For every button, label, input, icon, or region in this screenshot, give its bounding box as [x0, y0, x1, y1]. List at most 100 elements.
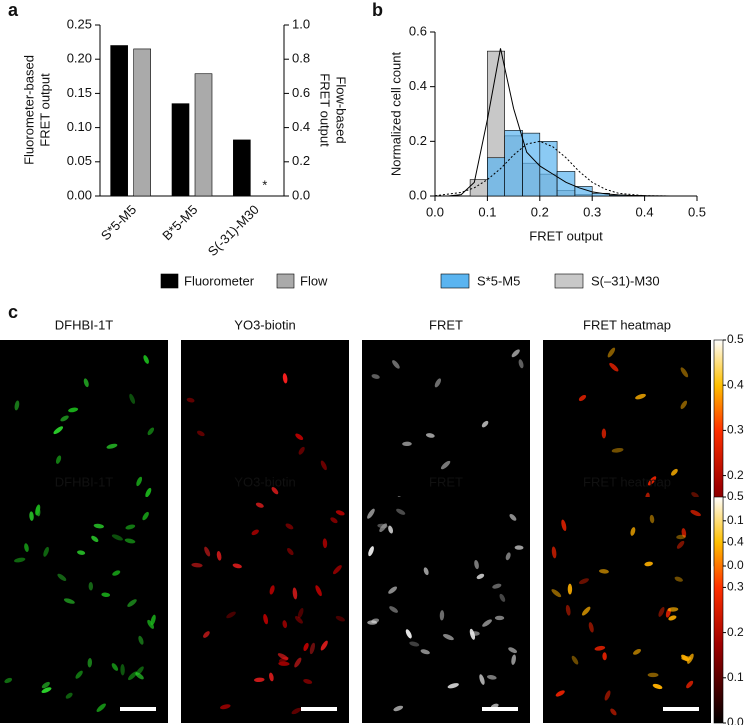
legend-swatch — [276, 273, 295, 289]
cell — [405, 629, 412, 639]
cell — [124, 538, 136, 544]
image-title: DFHBI-1T — [55, 474, 114, 489]
cell — [551, 589, 562, 598]
cell — [392, 360, 400, 369]
cell — [55, 455, 62, 464]
cell — [135, 672, 144, 680]
cell — [35, 504, 41, 516]
x-tick-label: S*5-M5 — [98, 202, 139, 243]
image-title: YO3-biotin — [234, 317, 295, 332]
cell — [633, 648, 641, 655]
cell — [667, 607, 679, 612]
cell — [551, 546, 557, 559]
cell — [630, 527, 636, 536]
cell — [474, 560, 479, 570]
y2-tick-label: 0.4 — [292, 119, 310, 134]
colorbar-tick-label: 0.0 — [727, 558, 744, 572]
cell — [41, 687, 52, 694]
x-tick-label: S(-31)-M30 — [205, 202, 262, 259]
x-tick-label: 0.4 — [636, 204, 654, 219]
cell — [196, 430, 205, 437]
cell — [147, 427, 155, 436]
cell — [486, 674, 497, 680]
cell — [29, 511, 34, 521]
cell — [578, 394, 587, 402]
cell — [271, 487, 279, 495]
y2-axis-label: Flow-based — [334, 76, 349, 143]
cell — [555, 690, 565, 697]
x-tick-label: B*5-M5 — [159, 202, 200, 243]
cell — [447, 683, 459, 689]
cell — [14, 557, 26, 563]
cell — [368, 546, 374, 557]
cell — [63, 598, 75, 604]
legend-swatch — [554, 273, 584, 289]
cell — [203, 631, 210, 638]
y-tick-label: 0.15 — [67, 85, 92, 100]
cell — [652, 683, 663, 690]
cell — [315, 585, 322, 597]
cell — [481, 420, 489, 428]
bar — [233, 139, 251, 197]
cell — [420, 649, 430, 655]
cell — [298, 446, 305, 455]
cell — [371, 374, 380, 379]
cell — [263, 614, 269, 625]
x-tick-label: 0.0 — [426, 204, 444, 219]
cell — [129, 393, 136, 404]
cell — [255, 502, 264, 508]
cell — [561, 519, 567, 532]
cell — [282, 373, 288, 384]
colorbar-tick-label: 0.5 — [727, 489, 744, 503]
colorbar-tick-label: 0.4 — [727, 377, 744, 391]
cell — [4, 677, 13, 684]
cell — [112, 570, 121, 576]
y-tick-label: 0.10 — [67, 119, 92, 134]
cell — [320, 640, 328, 651]
cell — [602, 652, 607, 661]
cell — [232, 563, 242, 569]
y-tick-label: 0.00 — [67, 187, 92, 202]
y-tick-label: 0.2 — [409, 133, 427, 148]
cell — [671, 468, 678, 476]
cell — [681, 528, 687, 538]
cell — [53, 426, 64, 435]
cell — [509, 514, 517, 521]
micrograph — [0, 497, 168, 723]
cell — [333, 565, 342, 575]
cell — [138, 635, 144, 645]
y2-tick-label: 0.6 — [292, 85, 310, 100]
cell — [309, 642, 316, 655]
image-title: DFHBI-1T — [55, 317, 114, 332]
cell — [65, 692, 73, 699]
cell — [604, 690, 611, 701]
cell — [292, 587, 298, 600]
cell — [253, 677, 265, 683]
cell — [508, 647, 517, 654]
cell — [647, 476, 657, 486]
cell — [367, 508, 375, 519]
cell — [287, 547, 294, 556]
cell — [204, 546, 211, 557]
axis-line — [99, 25, 285, 197]
cell — [125, 524, 136, 530]
bar — [110, 45, 128, 197]
cell — [320, 460, 327, 471]
cell — [565, 604, 571, 616]
cell — [377, 523, 388, 529]
cell — [601, 428, 607, 439]
cell — [609, 362, 619, 372]
y-tick-label: 0.25 — [67, 16, 92, 31]
cell — [106, 443, 118, 449]
cell — [476, 573, 485, 580]
colorbar-tick-label: 0.2 — [727, 625, 744, 639]
histogram-bar — [487, 157, 505, 197]
histogram-bar — [556, 171, 576, 197]
cell — [297, 607, 304, 619]
cell — [68, 407, 79, 413]
colorbar-tick-label: 0.2 — [727, 468, 744, 482]
cell — [251, 529, 259, 536]
colorbar-tick-label: 0.0 — [727, 715, 744, 725]
cell — [635, 393, 646, 400]
cell — [291, 707, 302, 715]
